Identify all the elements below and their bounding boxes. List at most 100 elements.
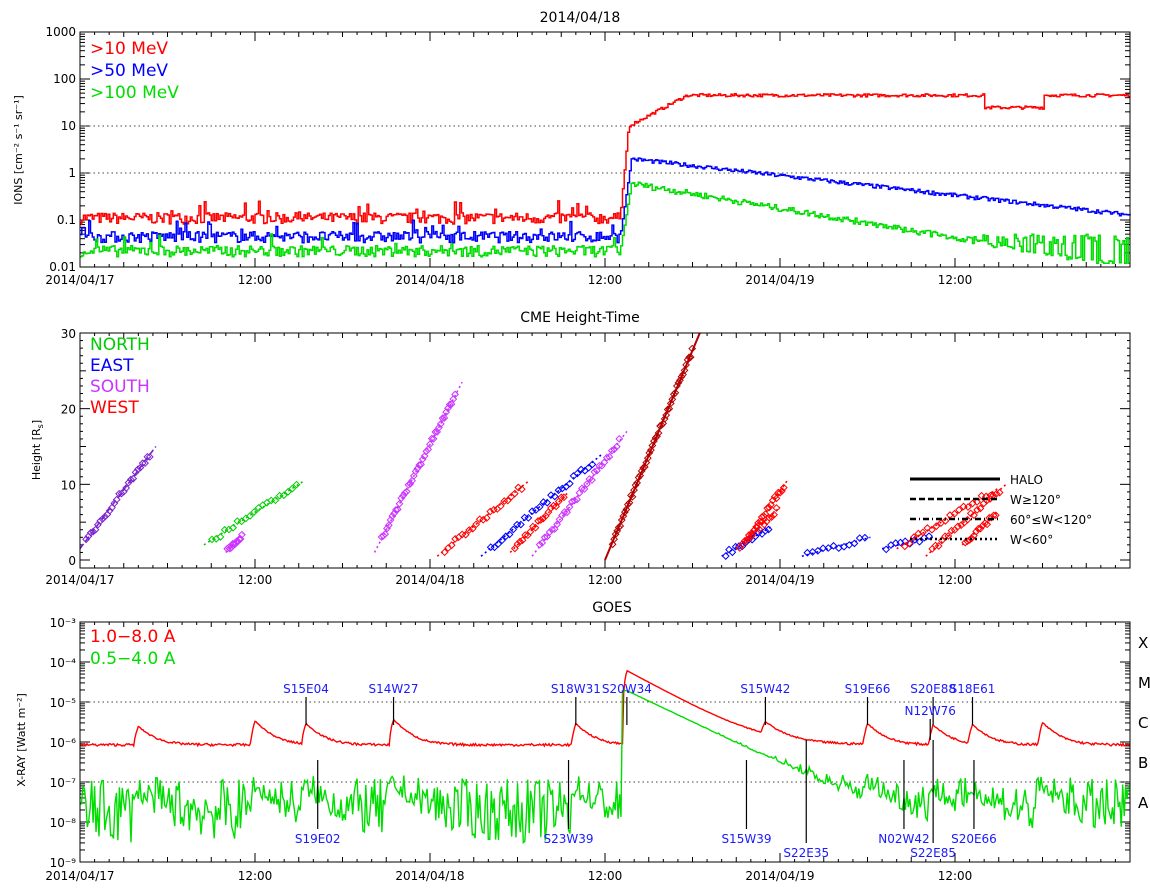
cme-data-point: [774, 488, 783, 497]
cme-data-point: [379, 531, 388, 540]
cme-x-tick-label: 12:00: [938, 573, 973, 587]
cme-data-point: [932, 522, 941, 531]
cme-data-point: [235, 535, 244, 544]
cme-fit-line: [531, 430, 628, 557]
cme-data-point: [408, 476, 416, 485]
cme-data-point: [738, 540, 747, 549]
cme-data-point: [550, 525, 559, 533]
cme-data-point: [765, 513, 774, 522]
cme-data-point: [468, 524, 477, 533]
cme-data-point: [923, 524, 932, 532]
cme-data-point: [925, 532, 933, 541]
cme-data-point: [134, 465, 142, 474]
goes-flare-annotation: N02W42: [878, 832, 929, 846]
cme-data-point: [397, 494, 406, 503]
cme-data-point: [531, 523, 540, 532]
cme-data-point: [642, 458, 651, 467]
cme-data-point: [524, 513, 533, 522]
cme-data-point: [292, 480, 301, 489]
cme-data-point: [233, 517, 242, 526]
cme-data-point: [415, 461, 424, 470]
cme-data-point: [688, 344, 697, 353]
cme-data-point: [229, 523, 238, 532]
cme-data-point: [614, 523, 623, 532]
cme-data-point: [583, 480, 591, 488]
cme-data-point: [671, 388, 680, 397]
cme-data-point: [819, 544, 827, 553]
goes-flare-class-label: B: [1138, 754, 1148, 772]
cme-data-point: [557, 493, 566, 502]
cme-data-point: [549, 501, 558, 510]
cme-data-point: [659, 419, 668, 428]
cme-data-point: [657, 421, 666, 430]
cme-data-point: [570, 496, 579, 505]
ion-x-tick-label: 2014/04/17: [45, 273, 114, 287]
cme-y-tick-label: 10: [61, 478, 76, 492]
cme-data-point: [246, 511, 254, 520]
cme-x-tick-label: 12:00: [238, 573, 273, 587]
ion-y-tick-label: 10: [61, 119, 76, 133]
cme-data-point: [909, 533, 918, 542]
cme-data-point: [284, 487, 292, 496]
cme-data-point: [590, 467, 599, 476]
cme-data-point: [517, 485, 526, 494]
cme-data-point: [976, 504, 985, 513]
cme-data-point: [964, 503, 972, 511]
cme-data-point: [616, 522, 625, 530]
cme-data-point: [236, 535, 245, 543]
cme-data-point: [568, 497, 576, 506]
cme-data-point: [977, 491, 986, 500]
cme-data-point: [271, 496, 280, 505]
cme-data-point: [625, 498, 634, 507]
cme-data-point: [970, 511, 978, 520]
cme-data-point: [131, 468, 140, 477]
cme-data-point: [563, 508, 571, 517]
goes-flare-class-label: C: [1138, 714, 1148, 732]
cme-data-point: [947, 526, 956, 535]
cme-legend-entry: EAST: [90, 356, 134, 376]
cme-data-point: [424, 445, 433, 454]
cme-data-point: [685, 353, 694, 362]
ion-legend-entry: >50 MeV: [90, 61, 168, 81]
cme-data-point: [429, 434, 438, 443]
cme-data-point: [983, 520, 991, 529]
cme-data-point: [451, 390, 459, 399]
cme-data-point: [654, 429, 663, 437]
cme-data-point: [915, 537, 924, 546]
cme-data-point: [503, 496, 512, 505]
cme-data-point: [438, 414, 447, 423]
cme-data-point: [545, 528, 554, 536]
cme-height-time-panel: CME Height-Time Height [Rs] 0 10 20 30 2014/…: [30, 310, 1131, 587]
cme-data-point: [634, 473, 643, 482]
cme-data-point: [584, 463, 593, 472]
cme-data-point: [518, 536, 527, 545]
cme-data-point: [592, 466, 601, 475]
cme-data-point: [440, 548, 449, 557]
cme-data-point: [548, 525, 557, 534]
cme-data-point: [668, 395, 677, 404]
cme-data-point: [973, 497, 981, 506]
cme-data-point: [540, 533, 549, 542]
cme-data-point: [553, 520, 561, 529]
cme-data-point: [980, 519, 989, 528]
goes-xray-panel: GOES X-RAY [Watt m⁻²] 10⁻⁹ 10⁻⁸ 10⁻⁷ 10⁻⁶ 10…: [15, 600, 1150, 883]
cme-data-point: [861, 533, 869, 542]
cme-data-point: [124, 478, 133, 487]
cme-data-point: [384, 521, 393, 530]
cme-data-point: [944, 532, 953, 540]
cme-legend-entry: SOUTH: [90, 377, 150, 397]
cme-linestyle-label: 60°≤W<120°: [1010, 513, 1092, 527]
ion-x-tick-label: 12:00: [588, 273, 623, 287]
cme-data-point: [992, 489, 1001, 498]
cme-data-point: [486, 507, 495, 516]
goes-y-tick-label: 10⁻⁷: [50, 776, 77, 790]
cme-linestyle-label: W≥120°: [1010, 493, 1061, 507]
cme-data-point: [663, 405, 672, 414]
cme-data-point: [588, 460, 597, 469]
cme-data-point: [404, 480, 413, 489]
goes-panel-title: GOES: [592, 600, 632, 616]
cme-data-point: [465, 526, 474, 534]
cme-y-axis-label: Height [Rs]: [30, 420, 45, 480]
cme-data-point: [610, 445, 619, 454]
